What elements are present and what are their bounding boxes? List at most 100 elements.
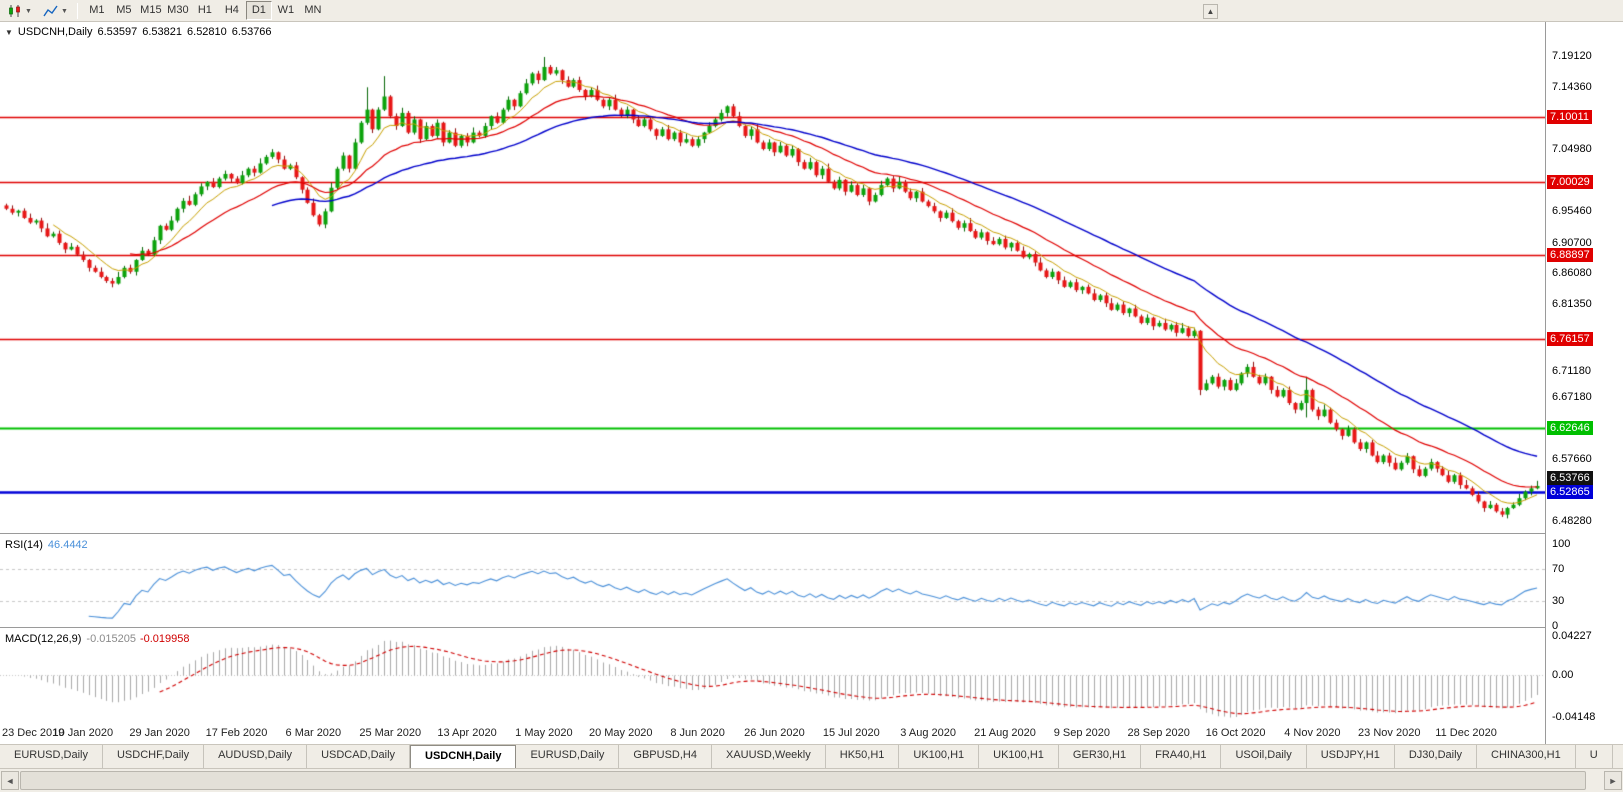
macd-signal-value: -0.019958 (139, 633, 190, 645)
macd-label: MACD(12,26,9) -0.015205 -0.019958 (5, 633, 190, 645)
rsi-canvas[interactable] (0, 535, 1545, 627)
rsi-tick: 100 (1552, 538, 1571, 550)
date-label: 13 Apr 2020 (437, 727, 497, 739)
timeframe-button-h1[interactable]: H1 (197, 4, 212, 16)
price-tick: 7.04980 (1552, 142, 1592, 155)
timeframe-button-h4[interactable]: H4 (224, 4, 239, 16)
date-label: 26 Jun 2020 (744, 727, 805, 739)
ohlc-low: 6.52810 (187, 26, 227, 38)
price-line-label: 6.76157 (1547, 331, 1593, 346)
chart-type-button[interactable]: ▼ (3, 1, 36, 21)
tab-fra40-h1[interactable]: FRA40,H1 (1141, 745, 1222, 768)
tab-ger30-h1[interactable]: GER30,H1 (1059, 745, 1142, 768)
timeframe-toolbar: M1 M5 M15 M30 H1 H4 D1 W1 MN (83, 0, 326, 22)
timeframe-button-m5[interactable]: M5 (116, 4, 132, 16)
price-line-label: 6.88897 (1547, 248, 1593, 263)
chevron-down-icon: ▼ (60, 7, 68, 15)
date-label: 6 Mar 2020 (285, 727, 342, 739)
pane-separator[interactable] (0, 627, 1623, 629)
date-label: 21 Aug 2020 (974, 727, 1036, 739)
scrollbar-thumb[interactable] (20, 771, 1586, 790)
date-label: 15 Jul 2020 (822, 727, 880, 739)
timeframe-button-d1[interactable]: D1 (245, 1, 272, 20)
horizontal-scrollbar: ◄ ► (0, 768, 1623, 792)
current-price-label: 6.53766 (1547, 470, 1593, 485)
timeframe-button-m15[interactable]: M15 (140, 4, 162, 16)
date-label: 11 Dec 2020 (1435, 727, 1497, 739)
price-line-label: 6.62646 (1547, 420, 1593, 435)
timeframe-button-m30[interactable]: M30 (167, 4, 189, 16)
date-label: 9 Sep 2020 (1053, 727, 1110, 739)
date-label: 3 Aug 2020 (900, 727, 956, 739)
indicators-button[interactable]: ▼ (39, 1, 72, 21)
tab-usdchf-daily[interactable]: USDCHF,Daily (103, 745, 205, 768)
chevron-down-icon: ▼ (25, 7, 32, 15)
toolbar-separator (76, 3, 78, 19)
price-tick: 6.81350 (1552, 297, 1592, 310)
ohlc-close: 6.53766 (231, 26, 272, 38)
date-label: 8 Jun 2020 (670, 727, 725, 739)
macd-canvas[interactable] (0, 629, 1545, 721)
tab-china300-h1[interactable]: CHINA300,H1 (1477, 745, 1576, 768)
rsi-tick: 30 (1552, 595, 1565, 608)
symbol-dropdown-icon[interactable]: ▼ (5, 28, 13, 37)
time-axis[interactable]: 23 Dec 2019 10 Jan 2020 29 Jan 2020 17 Feb … (0, 721, 1545, 744)
rsi-label: RSI(14) 46.4442 (5, 539, 88, 551)
date-label: 20 May 2020 (588, 727, 653, 739)
chart-ohlc-header: ▼ USDCNH,Daily 6.53597 6.53821 6.52810 6.5376… (5, 26, 277, 38)
price-tick: 6.86080 (1552, 266, 1592, 279)
price-tick: 6.90700 (1552, 236, 1592, 249)
price-line-label: 7.00029 (1547, 175, 1593, 190)
scroll-up-button[interactable]: ▲ (1203, 4, 1218, 19)
price-tick: 6.95460 (1552, 205, 1592, 218)
price-chart-canvas[interactable] (0, 22, 1545, 533)
rsi-tick: 70 (1552, 562, 1565, 575)
price-axis[interactable]: 7.19120 7.14360 7.04980 6.95460 6.90700 6.860… (1545, 22, 1623, 744)
rsi-tick: 0 (1552, 620, 1559, 632)
chart-title: USDCNH,Daily (17, 26, 93, 38)
tab-eurusd-daily[interactable]: EURUSD,Daily (516, 745, 620, 768)
tab-usoil-daily[interactable]: USOil,Daily (1221, 745, 1307, 768)
tab-audusd-daily[interactable]: AUDUSD,Daily (204, 745, 308, 768)
tab-gbpusd-h4[interactable]: GBPUSD,H4 (619, 745, 712, 768)
tab-uk100-h1[interactable]: UK100,H1 (979, 745, 1059, 768)
timeframe-button-w1[interactable]: W1 (277, 4, 295, 16)
rsi-name: RSI(14) (5, 539, 43, 551)
date-label: 23 Dec 2019 (2, 727, 65, 739)
tab-eurusd-daily[interactable]: EURUSD,Daily (0, 745, 103, 768)
date-label: 4 Nov 2020 (1284, 727, 1341, 739)
scroll-right-button[interactable]: ► (1604, 771, 1622, 790)
tab-usdjpy-h1[interactable]: USDJPY,H1 (1307, 745, 1395, 768)
chart-tabs-bar: EURUSD,Daily USDCHF,Daily AUDUSD,Daily USDC… (0, 744, 1623, 768)
price-tick: 6.57660 (1552, 453, 1592, 466)
tab-usdcnh-daily[interactable]: USDCNH,Daily (410, 745, 517, 768)
scroll-left-button[interactable]: ◄ (1, 771, 19, 790)
tab-xauusd-weekly[interactable]: XAUUSD,Weekly (712, 745, 826, 768)
tab-hk50-h1[interactable]: HK50,H1 (826, 745, 900, 768)
macd-tick: 0.00 (1552, 669, 1574, 681)
macd-tick: 0.04227 (1552, 630, 1592, 642)
rsi-value: 46.4442 (47, 539, 88, 551)
date-label: 16 Oct 2020 (1205, 727, 1266, 739)
tab-usdcad-daily[interactable]: USDCAD,Daily (307, 745, 411, 768)
up-arrow-icon: ▲ (1206, 7, 1215, 16)
line-chart-icon (43, 5, 58, 17)
date-label: 10 Jan 2020 (52, 727, 114, 739)
tab-u[interactable]: U (1576, 745, 1613, 768)
price-tick: 7.19120 (1552, 49, 1592, 62)
tab-dj30-daily[interactable]: DJ30,Daily (1395, 745, 1478, 768)
pane-separator[interactable] (0, 533, 1623, 535)
timeframe-button-m1[interactable]: M1 (89, 4, 105, 16)
macd-name: MACD(12,26,9) (5, 633, 82, 645)
timeframe-button-mn[interactable]: MN (304, 4, 322, 16)
price-tick: 6.67180 (1552, 390, 1592, 403)
date-label: 1 May 2020 (515, 727, 573, 739)
date-label: 17 Feb 2020 (205, 727, 268, 739)
date-label: 29 Jan 2020 (129, 727, 190, 739)
toolbar: ▼ ▼ M1 M5 M15 M30 H1 H4 D1 W1 MN ▲ (0, 0, 1623, 22)
tab-uk100-h1[interactable]: UK100,H1 (899, 745, 980, 768)
ohlc-open: 6.53597 (97, 26, 138, 38)
date-label: 23 Nov 2020 (1358, 727, 1421, 739)
price-line-label: 6.52865 (1547, 484, 1593, 499)
